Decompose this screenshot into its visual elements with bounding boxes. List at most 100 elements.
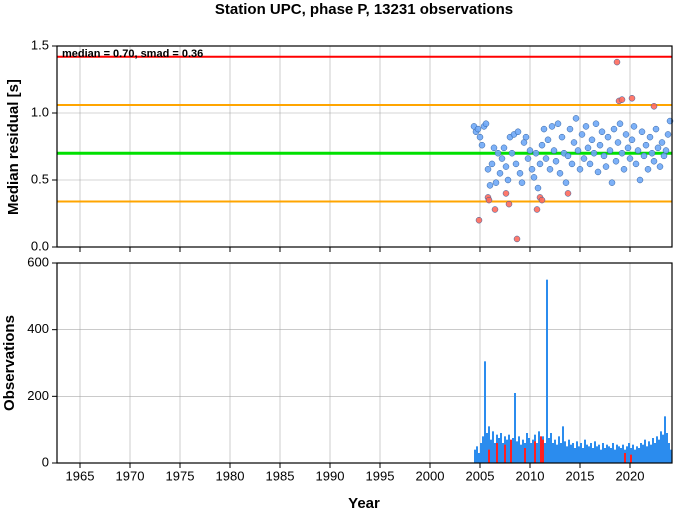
point (566, 125, 574, 133)
point (574, 147, 582, 154)
point (520, 139, 528, 146)
point (514, 128, 522, 136)
point (602, 163, 610, 170)
point (558, 133, 566, 141)
annotation: median = 0.70, smad = 0.36 (62, 48, 203, 60)
point (513, 235, 521, 243)
bar (574, 448, 576, 463)
bar (590, 443, 592, 463)
bar (488, 426, 490, 463)
point (644, 166, 652, 173)
plot-frame (56, 45, 673, 248)
point (624, 144, 632, 152)
bar (602, 443, 604, 463)
x-tick-label: 1970 (116, 468, 145, 483)
bar (510, 439, 512, 463)
bar (624, 453, 626, 463)
bar (638, 448, 640, 463)
point (638, 128, 646, 136)
bar (640, 443, 642, 463)
y-axis-label: Observations (1, 315, 18, 411)
bar (658, 439, 660, 463)
point (648, 149, 656, 157)
point (516, 170, 524, 177)
point (608, 179, 616, 186)
point (600, 152, 608, 160)
bar (490, 439, 492, 463)
point (484, 166, 492, 173)
bar (604, 448, 606, 463)
point (604, 133, 612, 141)
bar (608, 446, 610, 463)
point (524, 155, 532, 162)
bar (556, 444, 558, 463)
bar (654, 443, 656, 463)
point (582, 123, 590, 130)
x-tick-label: 2000 (416, 468, 445, 483)
bar (540, 436, 542, 463)
x-tick-label: 2020 (616, 468, 645, 483)
point (568, 160, 576, 168)
bar (592, 448, 594, 463)
point (620, 166, 628, 173)
bar (612, 443, 614, 463)
point (656, 163, 664, 170)
point (572, 115, 580, 122)
bar (516, 441, 518, 463)
bar (596, 446, 598, 463)
bar (576, 441, 578, 463)
point (538, 196, 546, 204)
bar (500, 433, 502, 463)
y-tick-label: 1.5 (31, 37, 49, 52)
x-tick-label: 1980 (216, 468, 245, 483)
bar (480, 443, 482, 463)
bar (660, 431, 662, 463)
bar (618, 446, 620, 463)
point (570, 139, 578, 146)
bar (548, 438, 550, 463)
point (544, 136, 552, 144)
bar (506, 439, 508, 463)
bar (632, 444, 634, 463)
bar (524, 448, 526, 463)
chart-title: Station UPC, phase P, 13231 observations (215, 1, 513, 18)
point (630, 123, 638, 130)
bar (554, 439, 556, 463)
point (485, 196, 493, 204)
point (642, 141, 650, 149)
point (610, 125, 618, 133)
bar (582, 448, 584, 463)
bar (532, 439, 534, 463)
bar (526, 433, 528, 463)
point (498, 155, 506, 162)
y-tick-label: 0 (42, 454, 49, 469)
point (618, 96, 626, 103)
point (532, 149, 540, 157)
point (562, 179, 570, 186)
point (542, 155, 550, 162)
point (552, 157, 560, 165)
x-axis-label: Year (348, 495, 380, 511)
point (512, 160, 520, 168)
x-tick-label: 1995 (366, 468, 395, 483)
point (618, 149, 626, 157)
point (654, 144, 662, 152)
x-tick-label: 2010 (516, 468, 545, 483)
bar (534, 441, 536, 463)
bar (570, 444, 572, 463)
point (474, 125, 482, 133)
point (650, 157, 658, 165)
point (528, 166, 536, 173)
bar (656, 436, 658, 463)
y-tick-label: 1.0 (31, 104, 49, 119)
point (491, 206, 499, 213)
point (475, 216, 483, 224)
point (508, 149, 516, 157)
x-tick-label: 1965 (66, 468, 95, 483)
bar (546, 279, 548, 463)
bar (578, 446, 580, 463)
point (548, 123, 556, 130)
bar (620, 448, 622, 463)
bar (648, 441, 650, 463)
point (502, 163, 510, 170)
